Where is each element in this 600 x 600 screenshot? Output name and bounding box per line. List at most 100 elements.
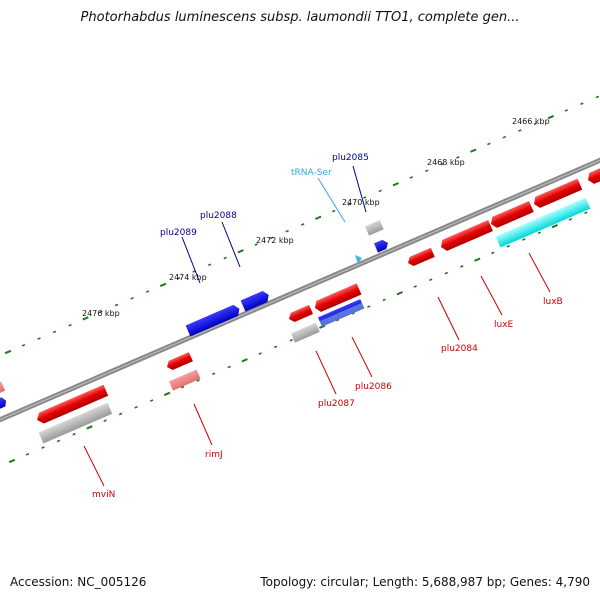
outer-tick bbox=[425, 169, 429, 173]
scale-label-2472: 2472 kbp bbox=[256, 236, 294, 245]
outer-tick bbox=[4, 349, 12, 355]
leader-luxB bbox=[528, 252, 551, 293]
feature-left-blue bbox=[0, 397, 7, 410]
gene-label-rimJ: rimJ bbox=[205, 450, 223, 460]
inner-tick bbox=[86, 425, 93, 430]
feature-trna-ser[interactable] bbox=[355, 255, 362, 264]
inner-tick bbox=[103, 419, 107, 423]
outer-tick bbox=[114, 303, 119, 307]
inner-tick bbox=[444, 271, 449, 275]
feature-luxE[interactable] bbox=[439, 220, 493, 252]
gene-label-plu2085: plu2085 bbox=[332, 153, 369, 163]
outer-tick bbox=[21, 343, 26, 347]
outer-tick bbox=[176, 276, 181, 280]
inner-tick bbox=[211, 372, 216, 376]
inner-tick bbox=[227, 365, 231, 369]
inner-tick bbox=[41, 446, 45, 449]
outer-tick bbox=[564, 109, 569, 112]
genome-summary-text: Topology: circular; Length: 5,688,987 bp… bbox=[260, 575, 590, 589]
outer-tick bbox=[285, 229, 289, 233]
inner-tick bbox=[319, 324, 326, 329]
feature-plu2088[interactable] bbox=[240, 289, 271, 312]
leader-plu2086 bbox=[351, 336, 373, 378]
outer-tick bbox=[440, 162, 445, 166]
feature-plu2085[interactable] bbox=[374, 238, 390, 253]
feature-cyan-2 bbox=[539, 197, 591, 229]
inner-tick bbox=[537, 231, 542, 235]
inner-tick bbox=[241, 358, 248, 363]
outer-tick bbox=[315, 215, 322, 220]
feature-mviN[interactable] bbox=[35, 384, 109, 426]
gene-label-plu2089: plu2089 bbox=[160, 228, 197, 238]
gene-label-luxB: luxB bbox=[543, 297, 563, 307]
leader-plu2088 bbox=[221, 221, 241, 268]
feature-plu2087[interactable] bbox=[287, 304, 314, 324]
outer-tick bbox=[254, 243, 258, 246]
inner-tick bbox=[72, 432, 76, 436]
inner-tick bbox=[289, 338, 293, 342]
inner-tick-row bbox=[8, 205, 600, 464]
inner-tick bbox=[460, 265, 464, 268]
leader-plu2087 bbox=[315, 350, 337, 395]
leader-plu2084 bbox=[437, 296, 460, 341]
outer-tick bbox=[52, 330, 57, 334]
feature-left-edge-red bbox=[0, 381, 6, 395]
inner-tick bbox=[382, 298, 386, 302]
feature-plu2086[interactable] bbox=[313, 283, 362, 313]
outer-tick bbox=[332, 209, 336, 213]
outer-tick bbox=[130, 296, 134, 300]
outer-tick bbox=[470, 148, 477, 153]
inner-tick bbox=[258, 352, 262, 355]
gene-label-plu2088: plu2088 bbox=[200, 211, 237, 221]
scale-label-2476: 2476 kbp bbox=[82, 309, 120, 318]
outer-tick bbox=[300, 223, 305, 226]
feature-plu2084[interactable] bbox=[406, 247, 435, 268]
inner-tick bbox=[56, 439, 61, 443]
inner-tick bbox=[8, 458, 16, 464]
leader-plu2089 bbox=[181, 236, 201, 284]
inner-tick bbox=[134, 405, 138, 409]
feature-luxD bbox=[491, 201, 534, 228]
inner-tick bbox=[584, 211, 588, 215]
inner-tick bbox=[149, 399, 154, 402]
feature-luxB[interactable] bbox=[532, 178, 583, 210]
feature-rimJ[interactable] bbox=[165, 352, 193, 372]
inner-tick bbox=[273, 345, 278, 349]
outer-tick bbox=[99, 310, 103, 314]
inner-tick bbox=[196, 379, 200, 382]
outer-tick bbox=[347, 202, 351, 206]
outer-tick bbox=[237, 249, 244, 254]
outer-tick bbox=[456, 156, 460, 159]
leader-rimJ bbox=[193, 403, 213, 446]
inner-tick bbox=[506, 244, 511, 248]
feature-grey-forward bbox=[365, 220, 384, 236]
accession-text: Accession: NC_005126 bbox=[10, 575, 147, 589]
gene-label-plu2086: plu2086 bbox=[355, 382, 392, 392]
outer-tick bbox=[392, 182, 399, 187]
scale-label-2468: 2468 kbp bbox=[427, 158, 465, 167]
scale-label-2470: 2470 kbp bbox=[342, 198, 380, 207]
inner-tick bbox=[351, 311, 355, 315]
outer-tick bbox=[580, 102, 584, 106]
inner-tick bbox=[118, 412, 123, 416]
outer-tick bbox=[502, 135, 507, 139]
inner-tick bbox=[491, 251, 495, 255]
feature-plu2086-blue bbox=[318, 299, 365, 327]
inner-tick bbox=[163, 391, 171, 397]
outer-tick bbox=[595, 95, 600, 99]
gene-label-plu2084: plu2084 bbox=[441, 344, 478, 354]
inner-tick bbox=[180, 385, 185, 389]
outer-tick bbox=[68, 323, 72, 327]
scale-label-2466: 2466 kbp bbox=[512, 117, 550, 126]
outer-tick bbox=[487, 142, 491, 146]
outer-tick bbox=[207, 263, 212, 267]
feature-plu2089[interactable] bbox=[185, 303, 242, 337]
outer-tick bbox=[269, 236, 274, 240]
outer-tick bbox=[159, 282, 167, 288]
inner-tick bbox=[413, 285, 417, 288]
outer-tick-row bbox=[4, 95, 600, 355]
inner-tick bbox=[474, 257, 481, 262]
feature-luxA bbox=[588, 162, 600, 184]
inner-tick bbox=[551, 223, 558, 229]
